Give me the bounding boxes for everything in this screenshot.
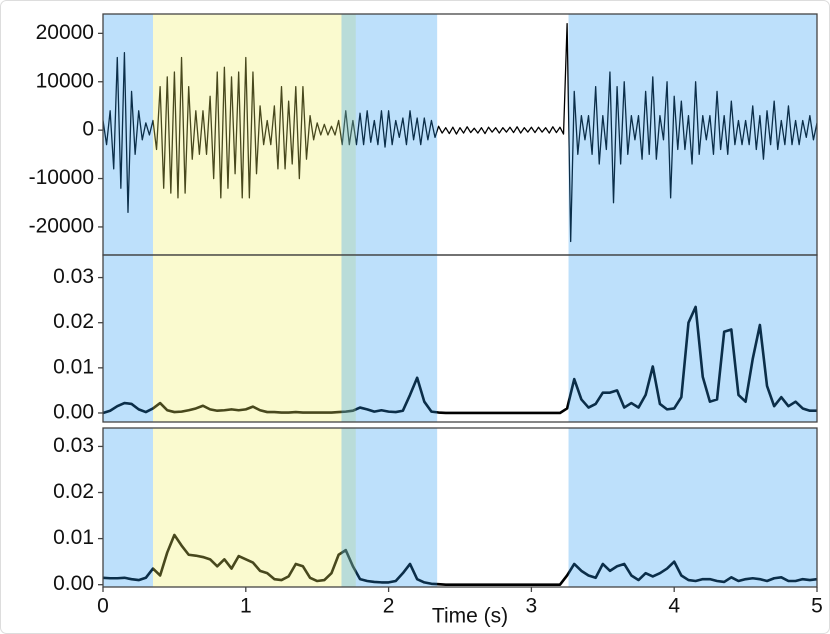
shaded-region [568,428,817,587]
y-tick-label: 10000 [36,69,94,92]
y-tick-label: 0.01 [53,355,94,378]
shaded-region [341,255,438,422]
y-tick-label: 0.00 [53,401,94,424]
shaded-region [568,255,817,422]
shaded-region [152,428,356,587]
y-tick-label: 0.03 [53,265,94,288]
shaded-region [103,428,153,587]
y-tick-label: -10000 [29,166,94,189]
shaded-region [103,14,153,255]
waveform [103,23,817,243]
energy-curve [103,305,817,415]
shaded-region [568,14,817,255]
y-tick-label: 20000 [36,21,94,44]
shaded-region [103,255,153,422]
y-tick-label: 0.03 [53,434,94,457]
energy-curve [103,533,817,586]
y-tick-label: 0.00 [53,572,94,595]
panel-frame [102,254,818,423]
y-tick-label: 0.02 [53,480,94,503]
shaded-region [341,14,438,255]
y-tick-label: 0.02 [53,310,94,333]
x-tick-label: 0 [97,595,109,618]
shaded-region [152,14,356,255]
x-axis-label: Time (s) [432,605,508,628]
panel-frame [102,427,818,588]
x-tick-label: 4 [668,595,680,618]
shaded-region [152,255,356,422]
y-tick-label: -20000 [29,214,94,237]
y-tick-label: 0 [82,118,94,141]
x-tick-label: 2 [383,595,395,618]
x-tick-label: 5 [811,595,823,618]
shaded-region [341,428,438,587]
y-tick-label: 0.01 [53,526,94,549]
x-tick-label: 1 [240,595,252,618]
x-tick-label: 3 [526,595,538,618]
